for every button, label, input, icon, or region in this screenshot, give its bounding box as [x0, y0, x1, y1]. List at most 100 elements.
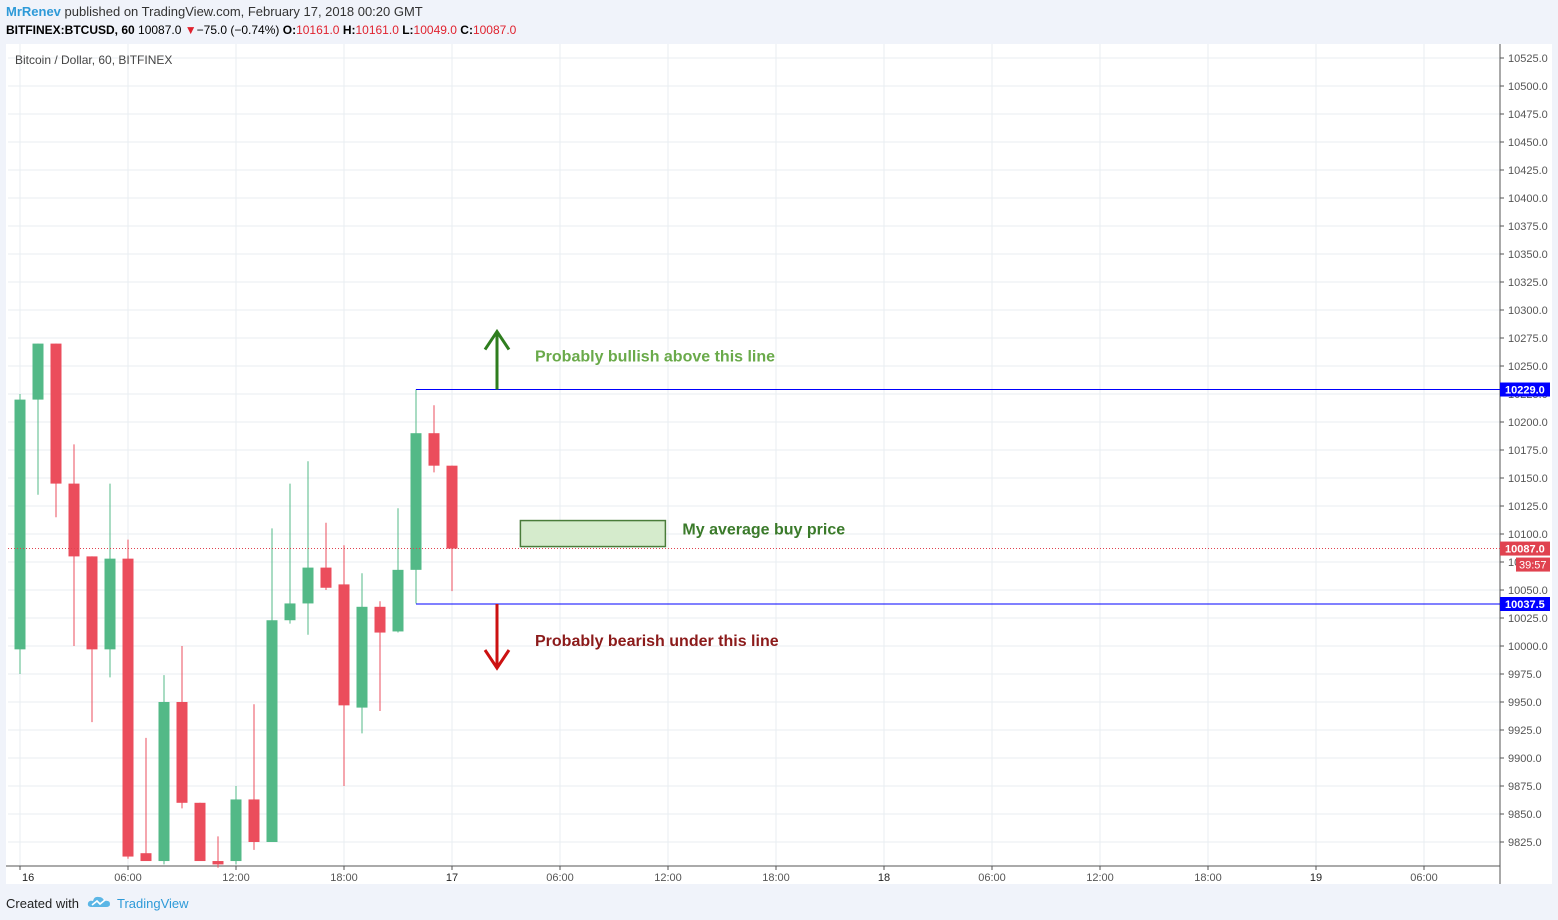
y-tick-label: 10000.0: [1508, 641, 1548, 653]
chart-panel[interactable]: 10525.0 10500.0 10475.0 10450.0 10425.0 10400…: [6, 44, 1552, 884]
avg-buy-annotation: My average buy price: [682, 522, 845, 539]
candle-body[interactable]: [50, 343, 62, 484]
x-tick-label: 12:00: [222, 872, 250, 884]
y-tick-label: 9900.0: [1508, 753, 1542, 765]
x-tick-label: 18:00: [330, 872, 358, 884]
y-tick-label: 10150.0: [1508, 473, 1548, 485]
candle-body[interactable]: [158, 702, 170, 862]
bearish-arrow-head: [483, 649, 511, 671]
avg-buy-box[interactable]: [519, 519, 667, 548]
open-label: O:: [282, 23, 297, 37]
bullish-annotation: Probably bullish above this line: [535, 349, 775, 366]
candle-body[interactable]: [176, 702, 188, 803]
x-tick-label: 06:00: [114, 872, 142, 884]
low-value: 10049.0: [413, 23, 457, 37]
candle-body[interactable]: [356, 606, 368, 708]
x-tick-label: 16: [22, 872, 34, 884]
tradingview-cloud-icon: [87, 895, 111, 912]
candle-body[interactable]: [122, 558, 134, 857]
x-tick-label: 18:00: [762, 872, 790, 884]
y-tick-label: 10100.0: [1508, 529, 1548, 541]
chart-title: Bitcoin / Dollar, 60, BITFINEX: [15, 53, 172, 67]
candle-body[interactable]: [68, 483, 80, 557]
y-tick-label: 10025.0: [1508, 613, 1548, 625]
level-price-tag: [1500, 382, 1550, 397]
y-tick-label: 9850.0: [1508, 809, 1542, 821]
high-value: 10161.0: [355, 23, 399, 37]
price-chart[interactable]: 10525.0 10500.0 10475.0 10450.0 10425.0 10400…: [6, 44, 1552, 884]
candle-body[interactable]: [428, 433, 440, 466]
level-price-label: 10229.0: [1505, 385, 1545, 397]
y-tick-label: 9825.0: [1508, 837, 1542, 849]
candle-body[interactable]: [302, 567, 314, 604]
price-change: −75.0 (−0.74%): [196, 23, 280, 37]
candle-body[interactable]: [392, 569, 404, 632]
x-tick-label: 06:00: [978, 872, 1006, 884]
symbol-label: BITFINEX:BTCUSD, 60: [6, 23, 135, 37]
candle-body[interactable]: [86, 556, 98, 650]
countdown-tag: [1516, 557, 1550, 572]
y-tick-label: 10475.0: [1508, 109, 1548, 121]
y-tick-label: 9875.0: [1508, 781, 1542, 793]
y-tick-label: 10275.0: [1508, 333, 1548, 345]
down-arrow-icon: ▼: [184, 23, 197, 37]
level-price-tag: [1500, 597, 1550, 611]
y-tick-label: 10175.0: [1508, 445, 1548, 457]
candle-body[interactable]: [32, 343, 44, 400]
x-tick-label: 12:00: [654, 872, 682, 884]
close-value: 10087.0: [472, 23, 517, 37]
open-value: 10161.0: [296, 23, 340, 37]
candle-body[interactable]: [104, 558, 116, 650]
y-tick-label: 10050.0: [1508, 585, 1548, 597]
x-tick-label: 12:00: [1086, 872, 1114, 884]
ohlc-header: BITFINEX:BTCUSD, 60 10087.0 ▼−75.0 (−0.7…: [6, 23, 516, 37]
candle-body[interactable]: [230, 799, 242, 862]
y-tick-label: 10450.0: [1508, 137, 1548, 149]
candle-body[interactable]: [338, 584, 350, 706]
y-tick-label: 10350.0: [1508, 249, 1548, 261]
x-tick-label: 17: [446, 872, 458, 884]
candle-body[interactable]: [194, 802, 206, 862]
y-tick-label: 10500.0: [1508, 81, 1548, 93]
candle-body[interactable]: [212, 861, 224, 865]
candle-body[interactable]: [320, 567, 332, 588]
y-tick-label: 10375.0: [1508, 221, 1548, 233]
y-tick-label: 10525.0: [1508, 53, 1548, 65]
bearish-annotation: Probably bearish under this line: [535, 633, 779, 650]
y-tick-label: 10400.0: [1508, 193, 1548, 205]
candle-body[interactable]: [284, 603, 296, 621]
y-tick-label: 10200.0: [1508, 417, 1548, 429]
level-price-label: 10037.5: [1505, 599, 1545, 611]
high-label: H:: [342, 23, 356, 37]
candle-body[interactable]: [266, 620, 278, 842]
candle-body[interactable]: [410, 433, 422, 570]
close-label: C:: [460, 23, 473, 37]
candle-body[interactable]: [140, 853, 152, 862]
author-link[interactable]: MrRenev: [6, 4, 61, 19]
x-tick-label: 06:00: [1410, 872, 1438, 884]
publish-info: MrRenev published on TradingView.com, Fe…: [6, 4, 423, 19]
last-price: 10087.0: [138, 23, 182, 37]
candle-body[interactable]: [248, 799, 260, 842]
tradingview-link[interactable]: TradingView: [116, 896, 189, 911]
y-tick-label: 9925.0: [1508, 725, 1542, 737]
y-tick-label: 10325.0: [1508, 277, 1548, 289]
low-label: L:: [402, 23, 414, 37]
current-price-tag: [1500, 541, 1550, 556]
bullish-arrow-head: [483, 328, 511, 351]
x-tick-label: 18: [878, 872, 890, 884]
candle-body[interactable]: [14, 399, 26, 650]
x-tick-label: 18:00: [1194, 872, 1222, 884]
created-with-label: Created with: [6, 896, 79, 911]
y-tick-label: 9975.0: [1508, 669, 1542, 681]
y-tick-label: 10425.0: [1508, 165, 1548, 177]
y-tick-label: 10250.0: [1508, 361, 1548, 373]
x-tick-label: 06:00: [546, 872, 574, 884]
published-text: published on TradingView.com, February 1…: [64, 4, 423, 19]
candle-body[interactable]: [446, 465, 458, 549]
current-price-label: 10087.0: [1505, 544, 1545, 556]
countdown-label: 39:57: [1519, 560, 1547, 572]
y-tick-label: 10300.0: [1508, 305, 1548, 317]
footer: Created with TradingView: [6, 895, 189, 912]
candle-body[interactable]: [374, 606, 386, 633]
